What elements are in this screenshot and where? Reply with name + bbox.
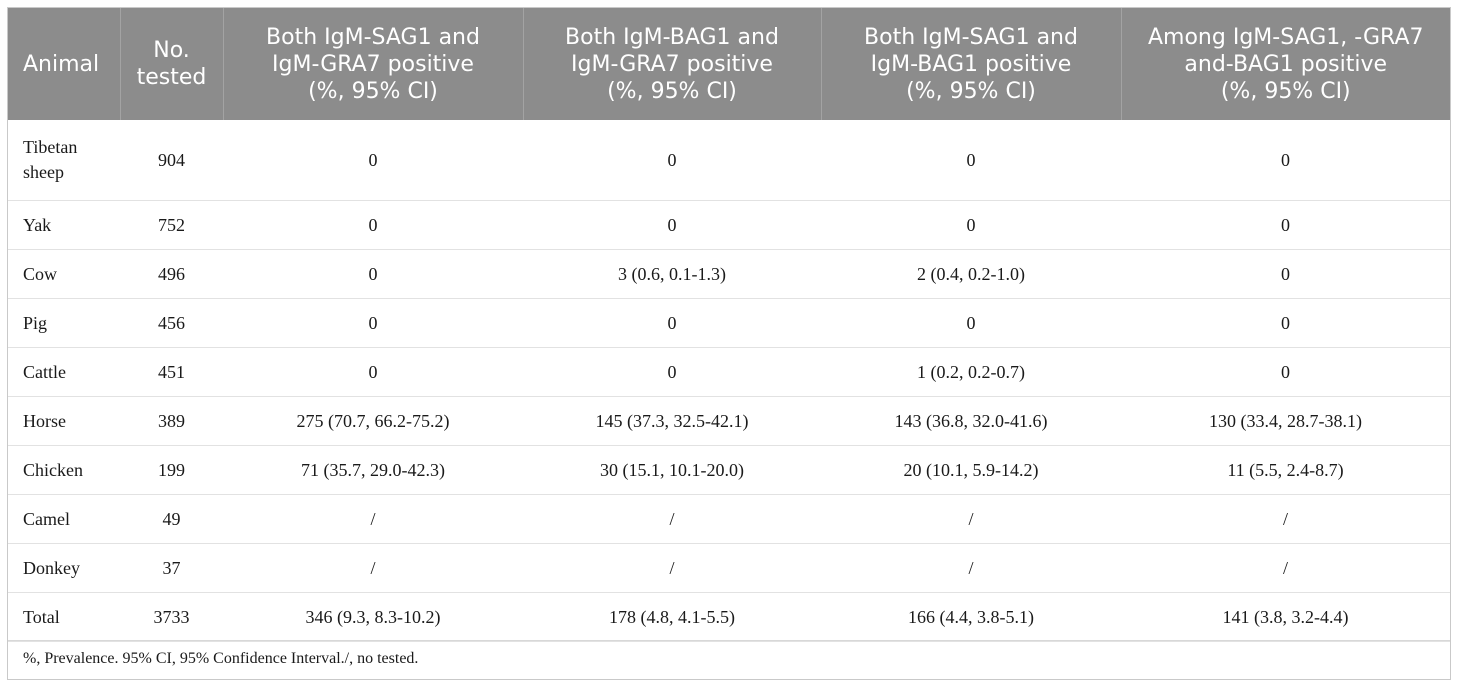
table-cell: 130 (33.4, 28.7-38.1) [1121,396,1450,446]
table-cell: 456 [120,298,223,348]
table-cell: 389 [120,396,223,446]
table-cell: 0 [1121,347,1450,397]
table-row: Pig 456 0 0 0 0 [8,298,1450,348]
table-row: Cow 496 0 3 (0.6, 0.1-1.3) 2 (0.4, 0.2-1.0) 0 [8,249,1450,299]
column-header-line: IgM-BAG1 positive [870,51,1072,77]
table-row: Chicken 199 71 (35.7, 29.0-42.3) 30 (15.1, … [8,445,1450,495]
column-header-line: (%, 95% CI) [308,78,438,104]
column-header-line: Animal [23,51,100,77]
table-cell: 0 [523,200,821,250]
table-cell: 0 [821,120,1121,201]
table-cell: 752 [120,200,223,250]
column-header-line: (%, 95% CI) [906,78,1036,104]
table-cell: / [1121,543,1450,593]
table-cell: / [523,494,821,544]
animal-cell: Cattle [8,347,120,397]
table-cell: / [821,494,1121,544]
column-header-line: tested [136,65,207,90]
table-cell: / [223,543,523,593]
column-header-line: (%, 95% CI) [607,78,737,104]
table-cell: 0 [223,120,523,201]
table-cell: 145 (37.3, 32.5-42.1) [523,396,821,446]
table-cell: 496 [120,249,223,299]
table-cell: 141 (3.8, 3.2-4.4) [1121,592,1450,642]
table-body: Tibetan sheep 904 0 0 0 0 Yak 752 0 0 0 0 Cow 496 0 3 (… [8,120,1450,642]
column-header-line: IgM-GRA7 positive [571,51,773,77]
table-cell: 0 [1121,298,1450,348]
table-cell: 0 [223,200,523,250]
table-cell: 0 [1121,120,1450,201]
column-header-line: Among IgM-SAG1, -GRA7 [1147,24,1424,50]
table-cell: 451 [120,347,223,397]
animal-cell: Pig [8,298,120,348]
header-row: Animal No. tested Both IgM-SAG1 and IgM-GRA7… [8,8,1450,120]
column-header-line: No. [153,38,190,63]
table-row: Donkey 37// / / [8,543,1450,593]
column-header-1: Animal [8,8,121,120]
animal-cell: Tibetan sheep [8,120,120,201]
table-cell: 0 [523,298,821,348]
table-cell: 3 (0.6, 0.1-1.3) [523,249,821,299]
table-cell: 0 [223,347,523,397]
table-cell: 0 [223,249,523,299]
column-header-2: No. tested [120,8,224,120]
table-cell: 275 (70.7, 66.2-75.2) [223,396,523,446]
animal-cell: Yak [8,200,120,250]
footnote: %, Prevalence. 95% CI, 95% Confidence In… [23,650,419,667]
table-row: Tibetan sheep 904 0 0 0 0 [8,120,1450,201]
table-row: Cattle 451 0 0 1 (0.2, 0.2-0.7) 0 [8,347,1450,397]
table-cell: 30 (15.1, 10.1-20.0) [523,445,821,495]
column-header-line: and-BAG1 positive [1184,51,1388,77]
table-cell: 0 [1121,249,1450,299]
animal-cell: Camel [8,494,120,544]
animal-cell: Chicken [8,445,120,495]
column-header-line: Both IgM-SAG1 and [266,24,480,50]
column-header-line: IgM-GRA7 positive [272,51,474,77]
column-header-5: Both IgM-SAG1 and IgM-BAG1 positive (%, 95… [821,8,1122,120]
table-cell: 0 [523,120,821,201]
table-cell: 3733 [120,592,223,642]
table-cell: 0 [821,200,1121,250]
animal-cell: Total [8,592,120,642]
table-cell: / [821,543,1121,593]
table-cell: 346 (9.3, 8.3-10.2) [223,592,523,642]
table-cell: / [223,494,523,544]
table-cell: 0 [523,347,821,397]
animal-cell: Horse [8,396,120,446]
column-header-line: Both IgM-SAG1 and [864,24,1078,50]
table-cell: 178 (4.8, 4.1-5.5) [523,592,821,642]
table-cell: 904 [120,120,223,201]
table-cell: 49 [120,494,223,544]
table-cell: 0 [1121,200,1450,250]
column-header-3: Both IgM-SAG1 and IgM-GRA7 positive (%, 95… [223,8,524,120]
table-cell: 37 [120,543,223,593]
column-header-line: Both IgM-BAG1 and [565,24,779,50]
table-row: Horse 389 275 (70.7, 66.2-75.2) 145 (37.3, … [8,396,1450,446]
table-cell: / [1121,494,1450,544]
data-table: Animal No. tested Both IgM-SAG1 and IgM-GRA7… [8,8,1450,642]
table-cell: 11 (5.5, 2.4-8.7) [1121,445,1450,495]
table-cell: 1 (0.2, 0.2-0.7) [821,347,1121,397]
table-cell: 71 (35.7, 29.0-42.3) [223,445,523,495]
column-header-4: Both IgM-BAG1 and IgM-GRA7 positive (%, 95… [523,8,822,120]
animal-cell: Cow [8,249,120,299]
table-frame: Animal No. tested Both IgM-SAG1 and IgM-GRA7… [7,7,1451,680]
table-cell: 166 (4.4, 3.8-5.1) [821,592,1121,642]
column-header-6: Among IgM-SAG1, -GRA7 and-BAG1 positive (%… [1121,8,1450,120]
table-cell: 143 (36.8, 32.0-41.6) [821,396,1121,446]
animal-cell: Donkey [8,543,120,593]
table-cell: 0 [821,298,1121,348]
table-cell: 199 [120,445,223,495]
table-cell: 2 (0.4, 0.2-1.0) [821,249,1121,299]
table-cell: 0 [223,298,523,348]
footnote-divider [8,640,1450,641]
table-row: Yak 752 0 0 0 0 [8,200,1450,250]
table-cell: / [523,543,821,593]
table-cell: 20 (10.1, 5.9-14.2) [821,445,1121,495]
table-row: Total 3733 346 (9.3, 8.3-10.2) 178 (4.8, 4.… [8,592,1450,642]
table-row: Camel 49// / / [8,494,1450,544]
column-header-line: (%, 95% CI) [1220,78,1351,104]
